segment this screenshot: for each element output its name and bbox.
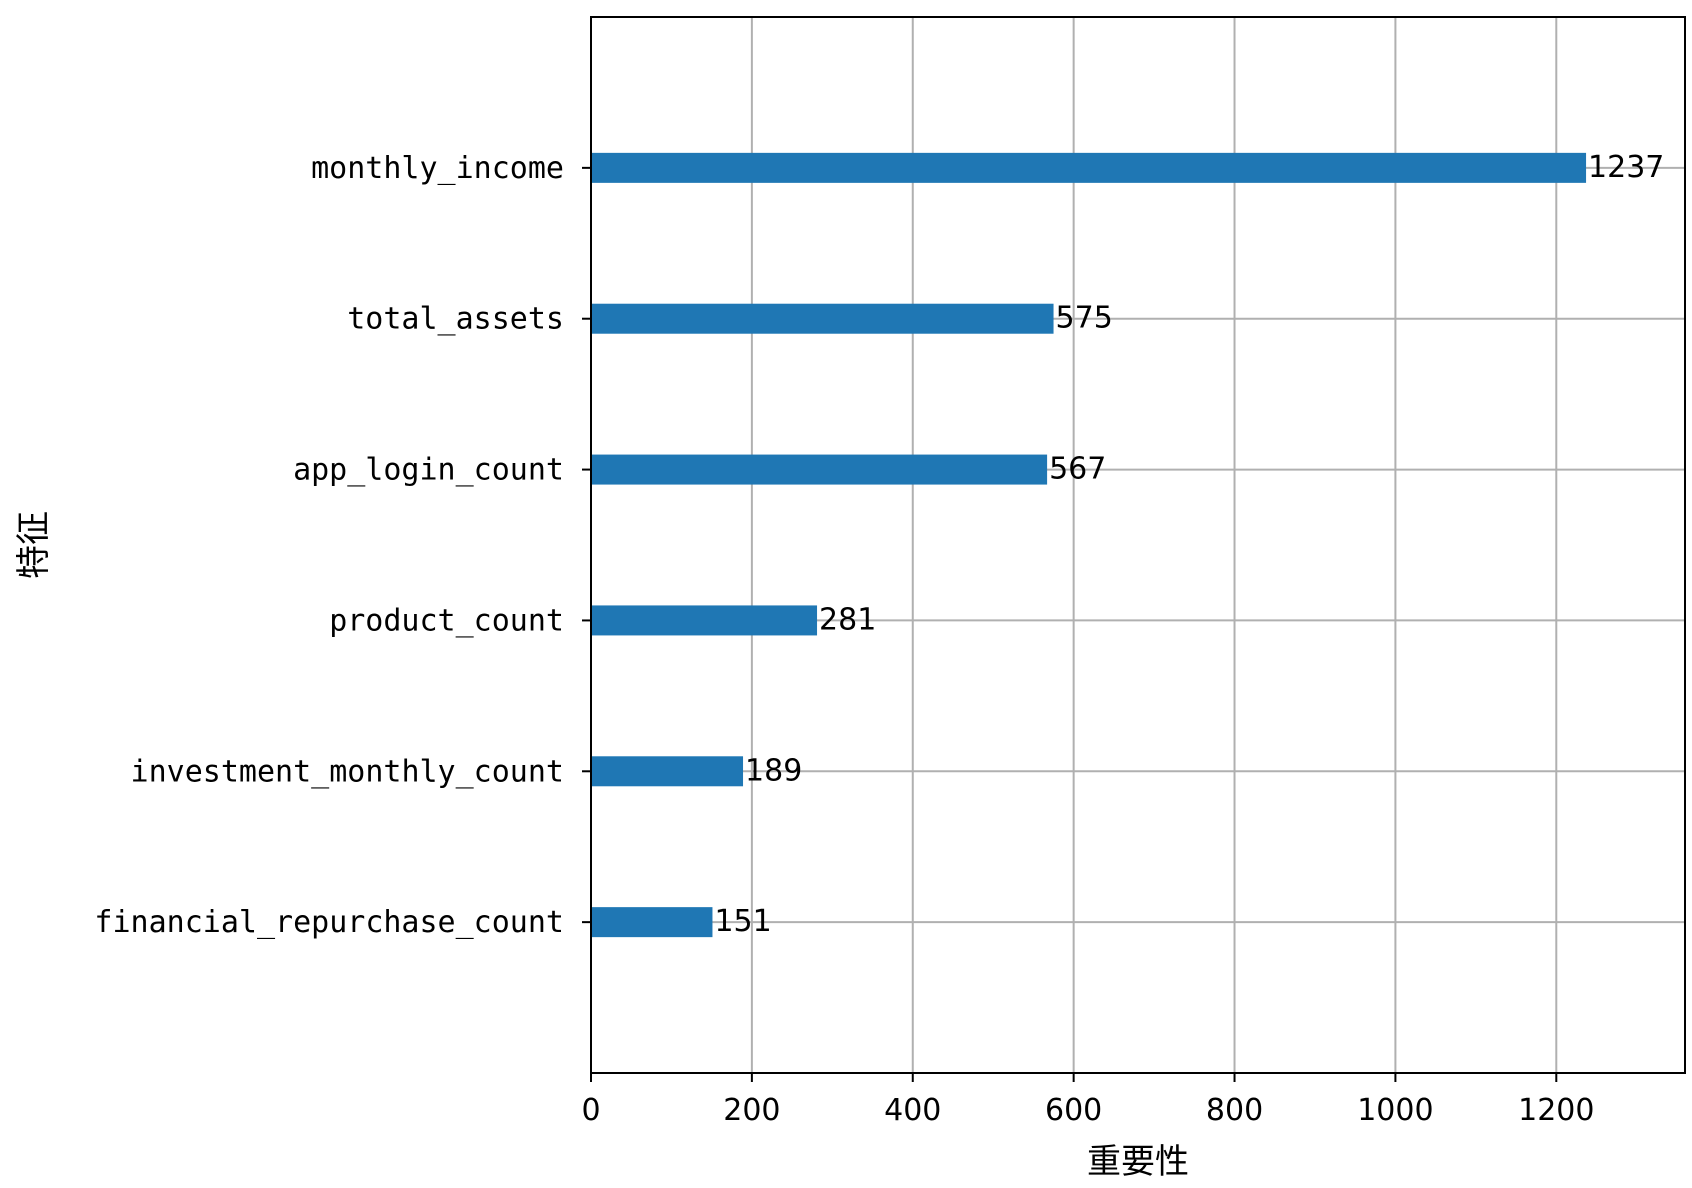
y-tick-label: product_count <box>329 603 564 638</box>
y-tick-label: financial_repurchase_count <box>94 905 564 940</box>
bars <box>591 152 1587 938</box>
plot-frame <box>590 16 1686 1074</box>
axis-ticks <box>582 166 1558 1082</box>
bar-value-label: 567 <box>1049 452 1106 487</box>
x-tick-label: 1200 <box>1518 1093 1594 1128</box>
bar <box>591 605 818 636</box>
bar-value-label: 151 <box>714 904 771 939</box>
y-tick-label: investment_monthly_count <box>131 754 564 789</box>
x-tick-label: 600 <box>1045 1093 1102 1128</box>
x-tick-label: 200 <box>723 1093 780 1128</box>
bar <box>591 303 1054 334</box>
x-tick-label: 0 <box>581 1093 600 1128</box>
bar <box>591 756 744 787</box>
x-tick-label: 800 <box>1206 1093 1263 1128</box>
bar-value-label: 1237 <box>1588 150 1664 185</box>
bar-value-label: 575 <box>1056 301 1113 336</box>
y-tick-label: monthly_income <box>311 151 564 186</box>
labels: 0 200 400 600 800 1000 1200 financial_repurchas… <box>94 150 1664 1128</box>
y-axis-label: 特征 <box>14 511 54 579</box>
y-tick-label: app_login_count <box>293 453 564 488</box>
bar <box>591 907 713 938</box>
bar-value-label: 189 <box>745 753 802 788</box>
bar <box>591 454 1048 485</box>
y-tick-label: total_assets <box>347 302 564 337</box>
x-tick-label: 400 <box>884 1093 941 1128</box>
bar <box>591 152 1587 183</box>
x-tick-label: 1000 <box>1357 1093 1433 1128</box>
x-axis-label: 重要性 <box>1087 1142 1189 1182</box>
bar-value-label: 281 <box>819 602 876 637</box>
